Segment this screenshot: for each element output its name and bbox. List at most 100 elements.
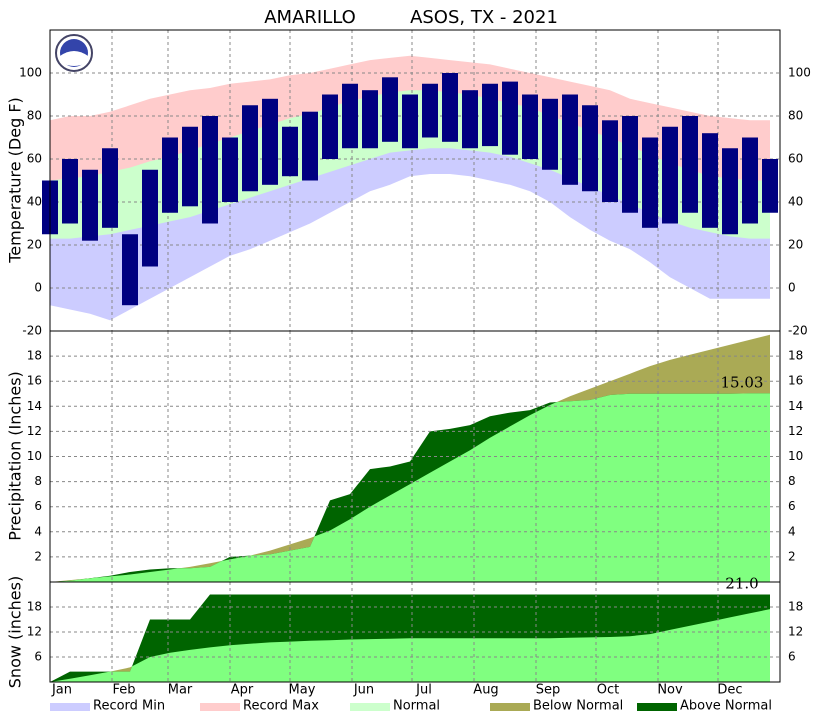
observed-bar xyxy=(522,94,538,159)
x-tick-label: Jun xyxy=(353,683,374,698)
observed-bar xyxy=(542,98,558,170)
observed-bar xyxy=(442,73,458,142)
legend-label: Above Normal xyxy=(680,699,772,714)
observed-bar xyxy=(402,94,418,149)
y-tick-label-right: 10 xyxy=(788,449,803,463)
y-tick-label-right: 0 xyxy=(788,281,796,295)
y-tick-label: 80 xyxy=(27,109,42,123)
observed-bar xyxy=(502,81,518,155)
x-tick-label: May xyxy=(289,683,316,698)
y-tick-label: 2 xyxy=(34,549,42,563)
x-tick-label: Apr xyxy=(231,683,254,698)
y-tick-label-right: 16 xyxy=(788,374,803,388)
observed-bar xyxy=(282,126,298,177)
y-axis-label: Snow (inches) xyxy=(6,576,25,688)
observed-bar xyxy=(462,90,478,149)
legend-label: Normal xyxy=(393,699,440,714)
x-tick-label: Sep xyxy=(536,683,561,698)
legend-swatch xyxy=(637,703,677,711)
y-tick-label: 12 xyxy=(27,625,42,639)
observed-bar xyxy=(262,98,278,185)
y-tick-label: -20 xyxy=(22,324,42,338)
y-tick-label-right: 12 xyxy=(788,424,803,438)
y-tick-label-right: 60 xyxy=(788,152,803,166)
x-tick-label: Oct xyxy=(597,683,619,698)
y-tick-label: 40 xyxy=(27,195,42,209)
y-tick-label-right: 12 xyxy=(788,625,803,639)
annotation: 15.03 xyxy=(721,373,764,391)
y-tick-label-right: 14 xyxy=(788,399,803,413)
panel-border xyxy=(49,581,781,683)
legend-label: Record Min xyxy=(93,699,165,714)
chart-title: AMARILLO xyxy=(264,7,356,28)
noaa-logo xyxy=(55,34,93,72)
y-axis-label: Temperature (Deg F) xyxy=(6,97,25,264)
observed-bar xyxy=(302,111,318,181)
y-tick-label-right: 6 xyxy=(788,499,796,513)
y-tick-label: 10 xyxy=(27,449,42,463)
observed-bar xyxy=(62,159,78,224)
observed-bar xyxy=(562,94,578,185)
annotation: 21.0 xyxy=(725,575,758,593)
observed-bar xyxy=(142,169,158,267)
observed-bar xyxy=(682,116,698,213)
observed-bar xyxy=(182,126,198,207)
x-tick-label: Jul xyxy=(415,683,432,698)
y-tick-label-right: -20 xyxy=(788,324,808,338)
y-tick-label: 0 xyxy=(34,281,42,295)
y-tick-label-right: 20 xyxy=(788,238,803,252)
observed-bar xyxy=(602,120,618,202)
observed-bar xyxy=(582,105,598,192)
observed-bar xyxy=(102,148,118,228)
observed-bar xyxy=(342,83,358,149)
y-tick-label-right: 40 xyxy=(788,195,803,209)
y-tick-label: 8 xyxy=(34,474,42,488)
x-tick-label: Nov xyxy=(657,683,683,698)
y-tick-label-right: 18 xyxy=(788,600,803,614)
observed-bar xyxy=(202,116,218,224)
chart-subtitle: ASOS, TX - 2021 xyxy=(410,7,558,28)
legend-label: Below Normal xyxy=(533,699,623,714)
legend-swatch xyxy=(200,703,240,711)
observed-bar xyxy=(722,148,738,235)
legend-swatch xyxy=(490,703,530,711)
x-tick-label: Aug xyxy=(473,683,498,698)
y-tick-label: 6 xyxy=(34,650,42,664)
y-tick-label: 12 xyxy=(27,424,42,438)
observed-bar xyxy=(642,137,658,228)
y-tick-label: 6 xyxy=(34,499,42,513)
y-tick-label: 18 xyxy=(27,600,42,614)
normal-area xyxy=(50,609,770,682)
legend-label: Record Max xyxy=(243,699,319,714)
y-tick-label-right: 80 xyxy=(788,109,803,123)
y-tick-label: 14 xyxy=(27,399,42,413)
y-axis-label: Precipitation (Inches) xyxy=(6,371,25,541)
y-tick-label-right: 2 xyxy=(788,549,796,563)
x-tick-label: Jan xyxy=(51,683,72,698)
y-tick-label: 16 xyxy=(27,374,42,388)
observed-bar xyxy=(482,83,498,147)
observed-bar xyxy=(662,126,678,224)
y-tick-label-right: 4 xyxy=(788,524,796,538)
y-tick-label: 4 xyxy=(34,524,42,538)
observed-bar xyxy=(242,105,258,192)
legend-swatch xyxy=(50,703,90,711)
observed-bar xyxy=(362,90,378,149)
y-tick-label-right: 100 xyxy=(788,66,811,80)
y-tick-label-right: 18 xyxy=(788,349,803,363)
observed-bar xyxy=(162,137,178,213)
x-tick-label: Feb xyxy=(112,683,135,698)
y-tick-label: 18 xyxy=(27,349,42,363)
observed-bar xyxy=(742,137,758,224)
x-tick-label: Dec xyxy=(717,683,742,698)
y-tick-label: 60 xyxy=(27,152,42,166)
observed-bar xyxy=(322,94,338,159)
observed-bar xyxy=(622,116,638,213)
observed-bar xyxy=(422,83,438,138)
y-tick-label: 20 xyxy=(27,238,42,252)
record-min-area xyxy=(50,174,770,331)
y-tick-label-right: 8 xyxy=(788,474,796,488)
legend-swatch xyxy=(350,703,390,711)
y-tick-label-right: 6 xyxy=(788,650,796,664)
